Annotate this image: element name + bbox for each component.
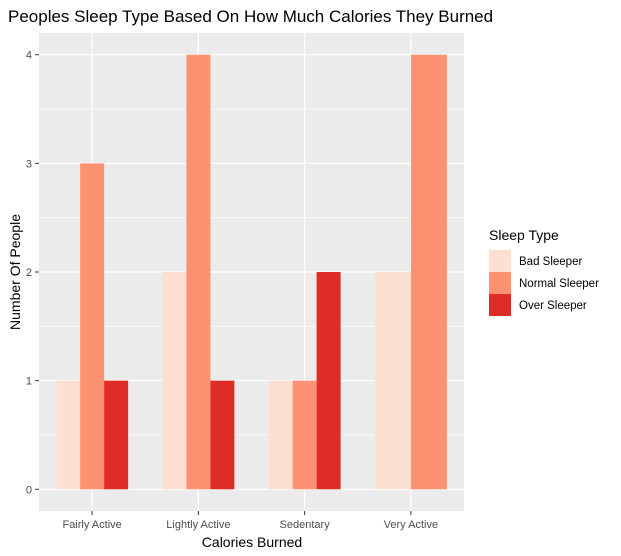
legend-swatch <box>489 294 511 316</box>
bar-over-sleeper-lightly-active <box>210 380 235 490</box>
bar-normal-sleeper-lightly-active <box>186 54 211 490</box>
y-axis: 0 1 2 3 4 <box>26 50 39 496</box>
bar-bad-sleeper-fairly-active <box>56 380 81 490</box>
y-tick-label: 0 <box>26 484 32 496</box>
legend-label: Bad Sleeper <box>519 256 582 268</box>
x-axis-title: Calories Burned <box>202 534 302 550</box>
legend-swatch <box>489 250 511 272</box>
y-tick-label: 4 <box>26 50 32 62</box>
bar-over-sleeper-fairly-active <box>104 380 129 490</box>
x-tick-label: Sedentary <box>280 519 331 531</box>
legend-swatch <box>489 272 511 294</box>
y-tick-label: 1 <box>26 376 32 388</box>
x-tick-label: Lightly Active <box>166 519 230 531</box>
legend-title: Sleep Type <box>489 227 559 243</box>
bar-bad-sleeper-sedentary <box>268 380 293 490</box>
legend: Sleep Type Bad Sleeper Normal Sleeper Over… <box>489 227 599 316</box>
y-axis-title: Number Of People <box>7 214 23 330</box>
legend-label: Normal Sleeper <box>519 278 599 290</box>
chart-title: Peoples Sleep Type Based On How Much Cal… <box>8 7 493 26</box>
legend-label: Over Sleeper <box>519 300 587 312</box>
bar-bad-sleeper-very-active <box>374 272 411 490</box>
bar-normal-sleeper-very-active <box>410 54 447 490</box>
x-axis: Fairly Active Lightly Active Sedentary Very… <box>62 511 438 531</box>
bar-normal-sleeper-fairly-active <box>80 163 105 490</box>
bar-normal-sleeper-sedentary <box>292 380 317 490</box>
x-tick-label: Very Active <box>384 519 438 531</box>
bars <box>56 54 447 490</box>
x-tick-label: Fairly Active <box>62 519 121 531</box>
y-tick-label: 2 <box>26 267 32 279</box>
bar-over-sleeper-sedentary <box>316 272 341 490</box>
y-tick-label: 3 <box>26 158 32 170</box>
bar-bad-sleeper-lightly-active <box>162 272 187 490</box>
